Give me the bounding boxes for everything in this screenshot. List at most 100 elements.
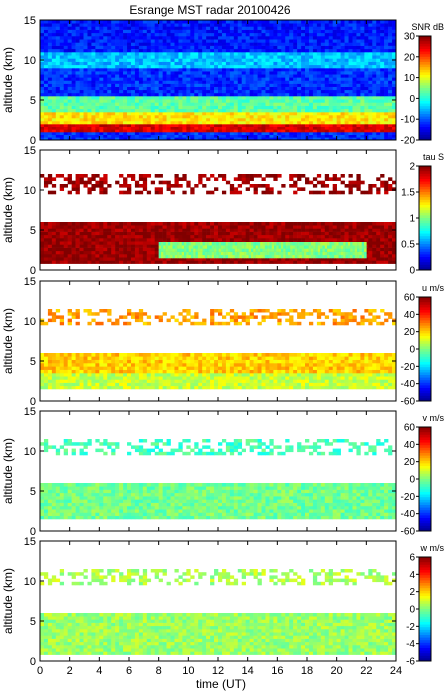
heatmap-cell [221, 86, 227, 91]
heatmap-cell [308, 121, 314, 125]
heatmap-cell [123, 129, 128, 133]
heatmap-cell [308, 112, 314, 116]
heatmap-cell [320, 68, 326, 72]
heatmap-cell [344, 48, 349, 53]
heatmap-cell [320, 99, 326, 103]
heatmap-cell [170, 118, 175, 122]
heatmap-cell [190, 118, 195, 122]
heatmap-cell [253, 134, 258, 138]
heatmap-cell [47, 105, 53, 110]
heatmap-cell [123, 71, 128, 75]
heatmap-cell [356, 137, 361, 141]
heatmap-cell [142, 92, 148, 97]
heatmap-cell [285, 102, 290, 106]
heatmap-cell [190, 45, 195, 50]
heatmap-cell [312, 80, 318, 84]
heatmap-cell [91, 231, 96, 236]
heatmap-cell [245, 52, 250, 56]
heatmap-cell [170, 48, 175, 53]
heatmap-cell [40, 77, 45, 81]
heatmap-cell [206, 129, 211, 133]
heatmap-cell [47, 247, 53, 252]
heatmap-cell [63, 102, 68, 106]
heatmap-cell [241, 228, 246, 232]
heatmap-cell [40, 225, 45, 229]
heatmap-cell [261, 58, 266, 62]
heatmap-cell [245, 222, 250, 226]
heatmap-cell [206, 23, 211, 27]
heatmap-cell [198, 105, 203, 110]
heatmap-cell [245, 124, 250, 127]
heatmap-cell [229, 115, 235, 119]
heatmap-cell [111, 118, 116, 122]
heatmap-cell [216, 242, 219, 246]
heatmap-cell [134, 241, 140, 245]
heatmap-cell [107, 39, 112, 43]
heatmap-cell [316, 124, 322, 127]
heatmap-cell [332, 228, 337, 232]
heatmap-cell [178, 231, 183, 236]
heatmap-cell [194, 108, 199, 113]
heatmap-cell [158, 64, 163, 69]
heatmap-cell [198, 238, 203, 242]
heatmap-cell [392, 45, 397, 50]
heatmap-cell [360, 89, 365, 94]
heatmap-cell [253, 115, 258, 119]
heatmap-cell [368, 61, 373, 66]
heatmap-cell [210, 39, 215, 43]
heatmap-cell [99, 247, 104, 252]
heatmap-cell [360, 32, 365, 37]
heatmap-cell [348, 32, 353, 37]
heatmap-cell [233, 228, 239, 232]
heatmap-cell [352, 238, 357, 242]
colorbar-segment [419, 54, 431, 58]
heatmap-cell [384, 108, 389, 113]
heatmap-cell [111, 234, 116, 239]
heatmap-cell [273, 228, 278, 232]
heatmap-cell [301, 86, 306, 91]
heatmap-cell [261, 74, 266, 78]
heatmap-cell [99, 134, 104, 138]
heatmap-cell [320, 58, 326, 62]
heatmap-cell [55, 132, 61, 135]
heatmap-cell [285, 121, 290, 125]
heatmap-cell [204, 248, 208, 252]
heatmap-cell [340, 129, 345, 133]
heatmap-cell [305, 64, 310, 69]
heatmap-cell [75, 92, 80, 97]
heatmap-cell [154, 29, 159, 34]
heatmap-cell [83, 20, 88, 24]
heatmap-cell [392, 74, 397, 78]
heatmap-cell [194, 231, 199, 236]
heatmap-cell [162, 96, 167, 100]
heatmap-cell [245, 121, 250, 125]
heatmap-cell [107, 257, 112, 261]
heatmap-cell [202, 222, 207, 226]
heatmap-cell [134, 20, 140, 24]
heatmap-cell [166, 39, 171, 43]
heatmap-cell [115, 132, 120, 135]
heatmap-cell [71, 105, 76, 110]
heatmap-cell [194, 228, 199, 232]
heatmap-cell [150, 118, 156, 122]
heatmap-cell [245, 112, 250, 116]
heatmap-cell [257, 129, 262, 133]
heatmap-cell [190, 32, 195, 37]
heatmap-cell [320, 71, 326, 75]
heatmap-cell [301, 45, 306, 50]
heatmap-cell [202, 23, 207, 27]
heatmap-cell [162, 108, 167, 113]
heatmap-cell [328, 108, 334, 113]
heatmap-cell [372, 126, 377, 130]
heatmap-cell [352, 86, 357, 91]
heatmap-cell [277, 64, 282, 69]
heatmap-cell [253, 83, 258, 87]
heatmap-cell [99, 250, 104, 255]
heatmap-cell [123, 80, 128, 84]
heatmap-cell [352, 134, 357, 138]
heatmap-cell [285, 29, 290, 34]
heatmap-cell [138, 247, 144, 252]
heatmap-cell [127, 228, 132, 232]
heatmap-cell [293, 36, 298, 40]
